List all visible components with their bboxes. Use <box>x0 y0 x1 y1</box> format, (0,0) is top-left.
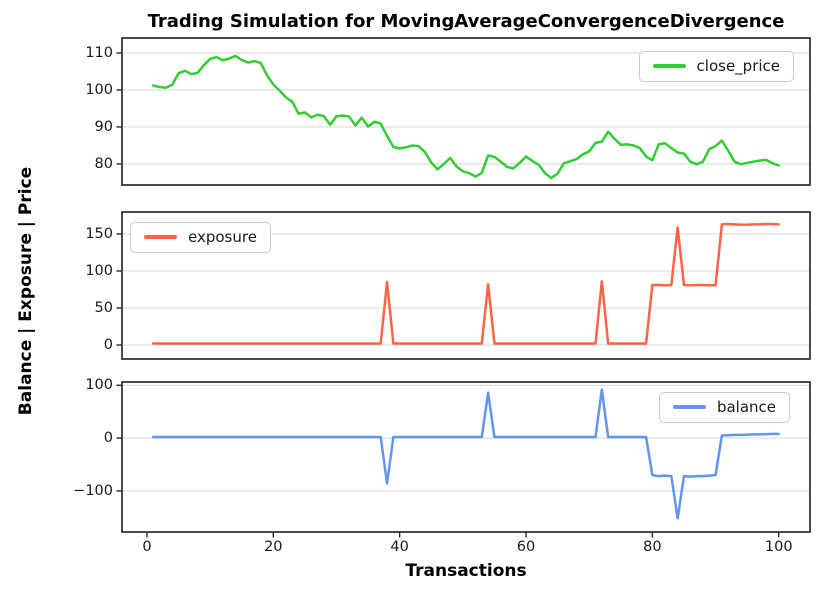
y-tick-label: 0 <box>103 337 113 353</box>
balance-legend-line-sample <box>672 405 706 409</box>
y-tick-label: 50 <box>94 300 113 316</box>
x-tick-label: 20 <box>264 539 283 555</box>
exposure-line <box>152 222 780 345</box>
balance-line <box>152 388 780 520</box>
exposure-legend-line-sample <box>144 235 177 239</box>
price-axes-frame <box>121 37 811 186</box>
y-tick-label: 150 <box>85 225 113 242</box>
balance-axes-frame <box>121 381 811 533</box>
x-tick-label: 80 <box>643 539 662 555</box>
price-legend-line-sample <box>652 64 686 68</box>
y-tick-label: −100 <box>73 482 113 499</box>
x-tick-label: 60 <box>516 539 536 555</box>
price-line <box>152 54 780 180</box>
y-tick-label: 0 <box>103 430 113 447</box>
y-tick-label: 100 <box>85 81 113 98</box>
y-tick-label: 100 <box>85 262 113 279</box>
y-tick-label: 110 <box>85 44 113 61</box>
y-tick-label: 80 <box>94 155 113 172</box>
legend-close-price: close_price <box>638 51 794 82</box>
legend-balance: balance <box>658 392 790 423</box>
y-tick-label: 100 <box>85 377 113 394</box>
x-tick-label: 40 <box>390 539 409 555</box>
x-tick-label: 100 <box>764 539 793 555</box>
x-axis-label: Transactions <box>405 561 527 581</box>
chart-title: Trading Simulation for MovingAverageConv… <box>147 11 785 32</box>
balance-legend-label: balance <box>716 398 776 416</box>
exposure-legend-label: exposure <box>188 228 257 246</box>
legend-exposure: exposure <box>130 222 271 253</box>
x-tick-label: 0 <box>142 539 152 555</box>
y-tick-label: 90 <box>94 118 113 135</box>
exposure-axes-frame <box>121 211 811 360</box>
price-legend-label: close_price <box>696 57 780 75</box>
